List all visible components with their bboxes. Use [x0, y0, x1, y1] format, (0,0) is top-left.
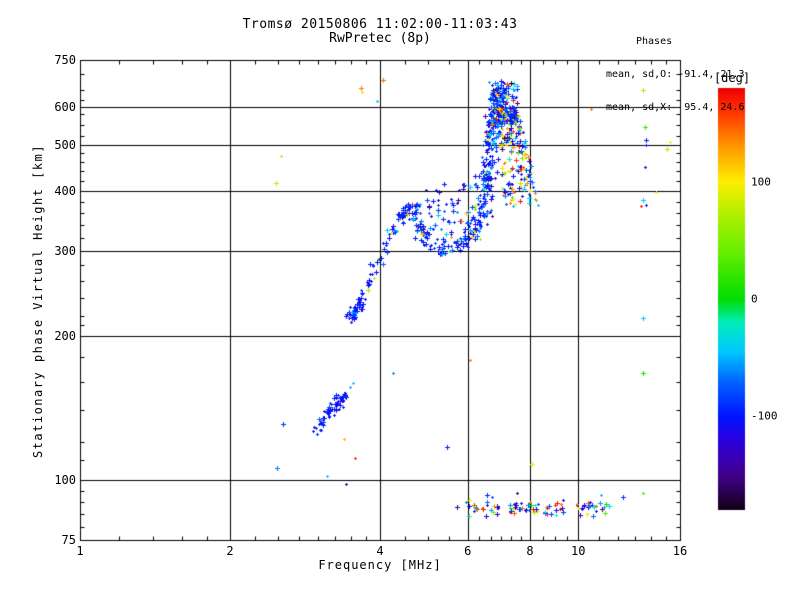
colorbar-tick-label: -100 [751, 409, 778, 423]
phase-stats-line-x: mean, sd,X: 95.4, 24.6 [606, 102, 745, 113]
colorbar-tick-label: 100 [751, 175, 771, 189]
plot-subtitle: RwPretec (8p) [329, 31, 431, 46]
y-tick-label: 300 [54, 244, 76, 258]
x-tick-label: 6 [464, 544, 472, 558]
x-tick-label: 2 [226, 544, 234, 558]
colorbar-label: [deg] [713, 71, 751, 85]
x-tick-label: 4 [376, 544, 384, 558]
phase-stats-line-o: mean, sd,O: -91.4, 21.3 [606, 69, 745, 80]
y-tick-label: 400 [54, 184, 76, 199]
y-tick-label: 75 [61, 533, 76, 547]
y-axis-title: Stationary phase Virtual Height [km] [31, 143, 45, 459]
x-tick-label: 8 [526, 544, 534, 558]
x-axis-title: Frequency [MHz] [318, 558, 442, 572]
x-tick-label: 10 [571, 544, 586, 558]
y-tick-label: 100 [54, 473, 76, 488]
plot-title: Tromsø 20150806 11:02:00-11:03:43 [242, 17, 518, 32]
y-tick-label: 600 [54, 99, 76, 114]
phase-stats-header: Phases [636, 36, 673, 47]
y-tick-label: 500 [54, 137, 76, 152]
phase-stats: Phases mean, sd,O: -91.4, 21.3 mean, sd,… [606, 14, 744, 135]
y-tick-label: 750 [54, 53, 76, 67]
x-tick-label: 16 [672, 544, 688, 558]
colorbar-tick-label: 0 [751, 292, 758, 306]
x-tick-label: 1 [76, 544, 84, 558]
y-tick-label: 200 [54, 328, 76, 343]
